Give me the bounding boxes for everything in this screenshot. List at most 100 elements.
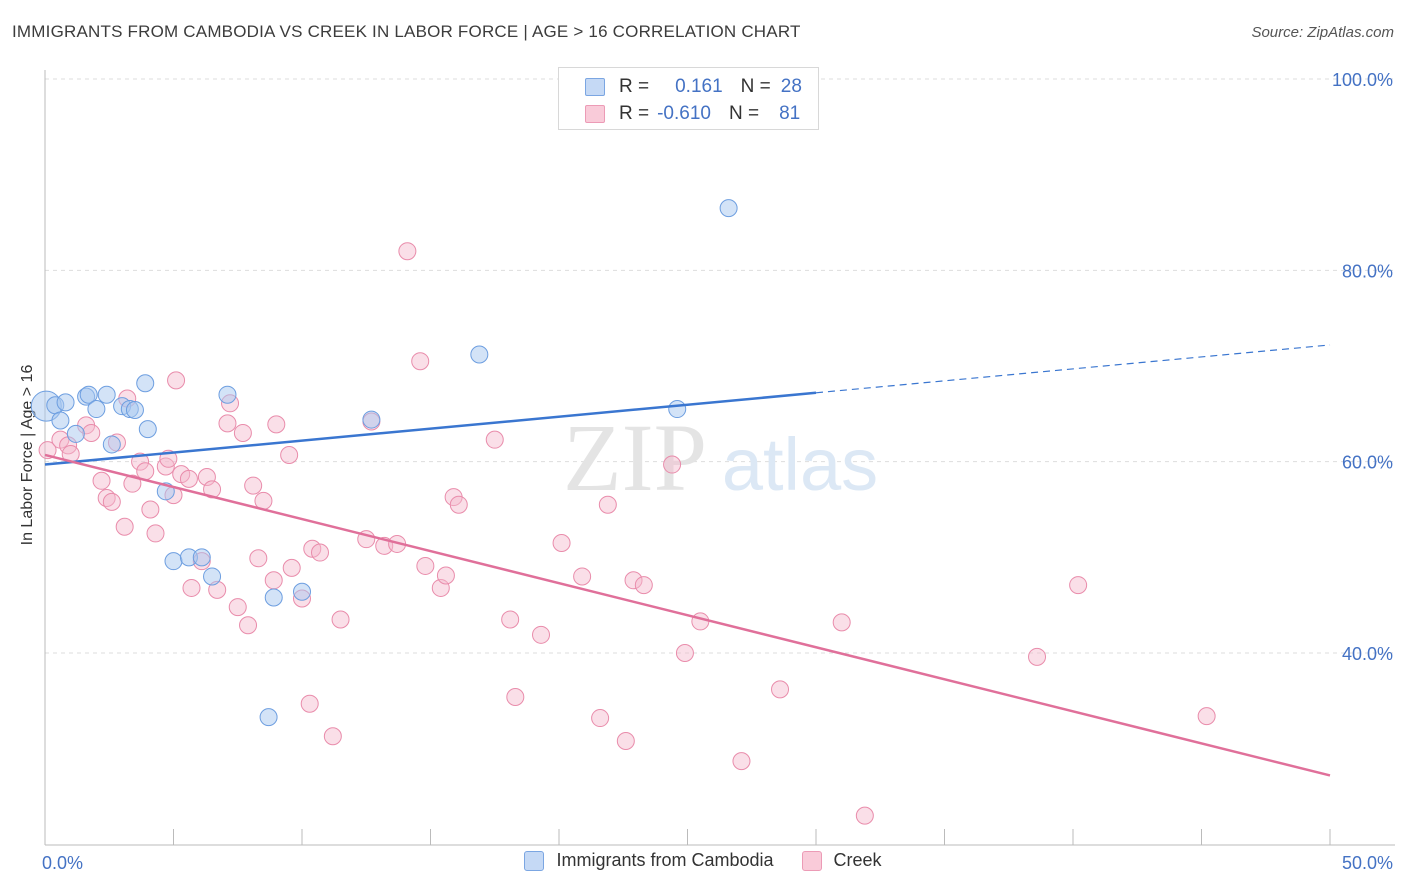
legend-r-value: -0.610 [657, 103, 711, 124]
legend-r-value: 0.161 [675, 76, 723, 97]
creek-point [233, 423, 252, 442]
legend-row-cambodia: R = 0.161 N = 28 [559, 73, 802, 101]
legend-r-label: R = [619, 76, 650, 97]
watermark-zip: ZIP [563, 404, 707, 511]
series-swatch-cambodia [524, 850, 545, 871]
creek-point [218, 414, 237, 433]
watermark: ZIP atlas [563, 404, 878, 511]
creek-point [598, 495, 617, 514]
series-label-creek: Creek [833, 850, 882, 870]
creek-point [167, 371, 186, 390]
cambodia-point [259, 708, 278, 727]
creek-point [771, 680, 790, 699]
creek-point [310, 543, 329, 562]
creek-point [102, 492, 121, 511]
correlation-legend: R = 0.161 N = 28 R = -0.610 N = 81 [558, 67, 819, 130]
creek-point [146, 524, 165, 543]
creek-point [552, 533, 571, 552]
legend-r-label: R = [619, 103, 650, 124]
creek-point [616, 732, 635, 751]
creek-point [436, 566, 455, 585]
creek-point [115, 517, 134, 536]
creek-point [832, 613, 851, 632]
y-tick-label: 60.0% [1342, 453, 1393, 473]
creek-point [323, 727, 342, 746]
creek-point [411, 352, 430, 371]
cambodia-point [264, 588, 283, 607]
cambodia-point [97, 385, 116, 404]
creek-point [141, 500, 160, 519]
cambodia-point [362, 410, 381, 429]
series-legend-creek: Creek [801, 850, 882, 871]
cambodia-point [192, 548, 211, 567]
legend-n-value: 81 [779, 103, 801, 124]
creek-point [38, 441, 57, 460]
axes [44, 70, 1395, 846]
cambodia-point [79, 385, 98, 404]
trend-lines [44, 344, 1331, 777]
series-legend-cambodia: Immigrants from Cambodia [524, 850, 774, 871]
creek-point [123, 474, 142, 493]
cambodia-points [30, 199, 738, 727]
cambodia-point [56, 393, 75, 412]
creek-point [136, 462, 155, 481]
cambodia-point [51, 411, 70, 430]
y-tick-label: 40.0% [1342, 644, 1393, 664]
cambodia-point [203, 567, 222, 586]
creek-point [82, 423, 101, 442]
cambodia-point [719, 199, 738, 218]
x-tick-label: 0.0% [42, 853, 83, 873]
watermark-atlas: atlas [722, 423, 878, 506]
creek-point [485, 430, 504, 449]
y-tick-label: 80.0% [1342, 261, 1393, 281]
cambodia-point [102, 435, 121, 454]
creek-point [532, 625, 551, 644]
y-tick-label: 100.0% [1332, 70, 1393, 90]
cambodia-point [136, 374, 155, 393]
creek-point [501, 610, 520, 629]
creek-point [506, 688, 525, 707]
legend-swatch-cambodia [585, 78, 605, 96]
legend-n-label: N = [728, 103, 760, 124]
cambodia-point [293, 582, 311, 601]
cambodia-trend-extension [815, 344, 1331, 394]
creek-point [300, 694, 319, 713]
creek-point [573, 567, 592, 586]
creek-point [624, 571, 643, 590]
creek-point [1197, 707, 1216, 726]
creek-point [449, 495, 468, 514]
cambodia-point [218, 385, 237, 404]
cambodia-point [87, 400, 106, 419]
cambodia-point [138, 420, 157, 439]
creek-point [267, 415, 286, 434]
creek-point [280, 445, 299, 464]
legend-row-creek: R = -0.610 N = 81 [559, 100, 800, 128]
x-tick-label: 50.0% [1342, 853, 1393, 873]
creek-point [92, 471, 111, 490]
series-legend: Immigrants from Cambodia Creek [0, 850, 1406, 871]
creek-points [38, 242, 1216, 825]
legend-n-label: N = [740, 76, 771, 97]
grid-lines [45, 78, 1395, 654]
cambodia-point [668, 400, 687, 419]
creek-point [282, 558, 301, 577]
creek-point [1028, 647, 1047, 666]
tick-labels: 40.0% 60.0% 80.0% 100.0% 0.0% 50.0% [42, 70, 1393, 873]
legend-n-value: 28 [780, 76, 802, 97]
creek-trend-line [44, 453, 1331, 777]
creek-point [855, 806, 874, 825]
creek-point [675, 644, 694, 662]
cambodia-point [470, 345, 489, 364]
creek-point [131, 452, 150, 471]
creek-point [732, 752, 751, 771]
legend-swatch-creek [585, 105, 605, 123]
series-label-cambodia: Immigrants from Cambodia [556, 850, 774, 870]
cambodia-point [164, 552, 183, 571]
creek-point [1069, 576, 1088, 595]
cambodia-trend-line [44, 391, 817, 466]
creek-point [634, 576, 653, 595]
creek-point [663, 455, 682, 474]
creek-point [182, 578, 201, 597]
creek-point [416, 556, 435, 575]
